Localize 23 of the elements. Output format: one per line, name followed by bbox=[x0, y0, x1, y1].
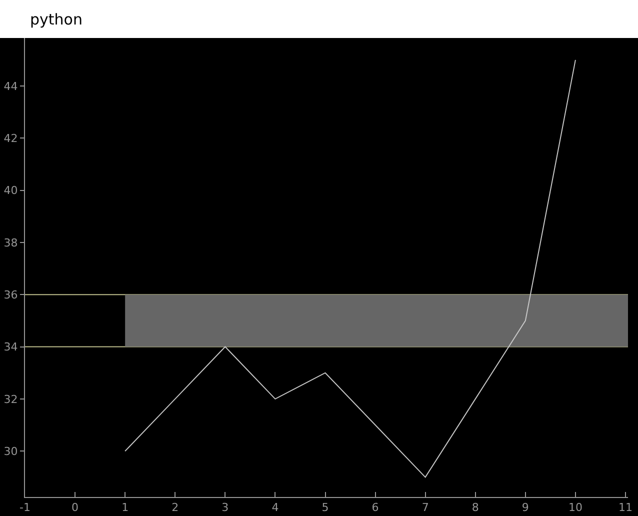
x-tick-label: -1 bbox=[20, 501, 30, 514]
x-tick-label: 8 bbox=[472, 501, 479, 514]
y-tick-label: 40 bbox=[4, 184, 18, 198]
x-tick-label: 0 bbox=[72, 501, 79, 514]
y-tick-label: 42 bbox=[4, 132, 18, 145]
x-tick-label: 1 bbox=[122, 501, 129, 514]
x-tick-label: 2 bbox=[172, 501, 179, 514]
y-tick-label: 30 bbox=[4, 444, 18, 458]
x-tick-label: 5 bbox=[322, 501, 329, 514]
x-tick-label: 4 bbox=[272, 501, 279, 514]
y-tick-label: 32 bbox=[4, 392, 18, 406]
x-tick-label: 7 bbox=[422, 501, 429, 514]
y-tick-label: 36 bbox=[4, 288, 18, 302]
y-tick-label: 34 bbox=[4, 340, 18, 354]
x-tick-label: 11 bbox=[618, 501, 632, 514]
x-tick-label: 10 bbox=[568, 501, 582, 514]
y-tick-label: 44 bbox=[4, 80, 18, 93]
line-series bbox=[124, 59, 576, 478]
chart-title: python bbox=[30, 10, 82, 28]
x-tick-label: 6 bbox=[372, 501, 379, 514]
y-tick-label: 38 bbox=[4, 236, 18, 250]
x-tick-label: 9 bbox=[522, 501, 529, 514]
x-tick-label: 3 bbox=[222, 501, 229, 514]
